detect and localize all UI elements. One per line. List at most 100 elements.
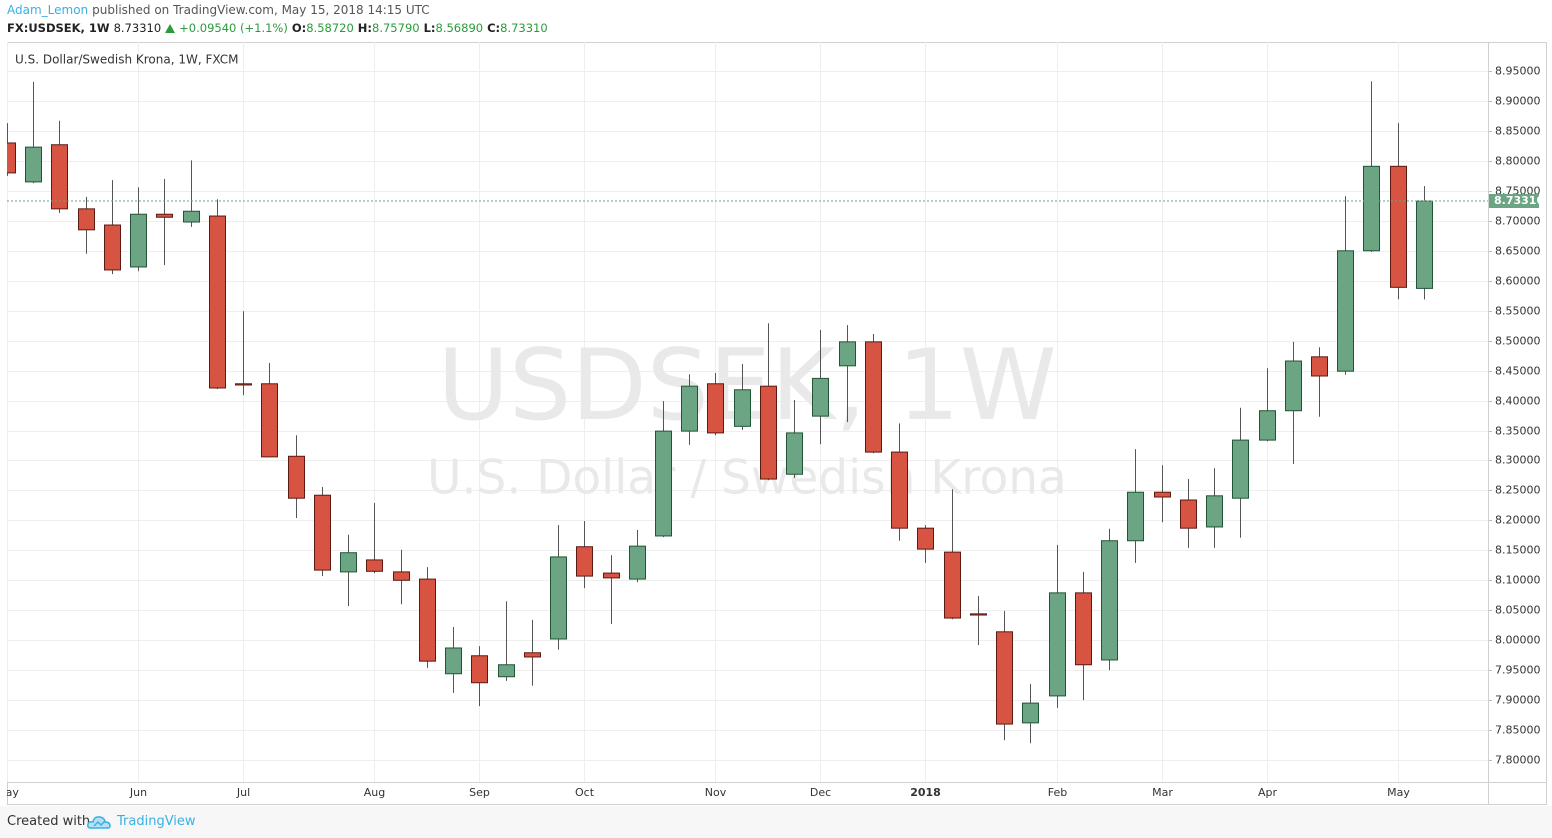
- candle-body: [550, 556, 567, 640]
- y-tick-label: 8.80000: [1495, 155, 1541, 168]
- y-tick-label: 7.85000: [1495, 724, 1541, 737]
- publish-line: Adam_Lemon published on TradingView.com,…: [7, 3, 430, 17]
- candle-body: [78, 208, 95, 231]
- candle-body: [839, 341, 856, 367]
- candle-body: [419, 578, 436, 662]
- y-tick-label: 8.55000: [1495, 305, 1541, 318]
- candle-body: [235, 383, 252, 386]
- candle-body: [603, 572, 620, 579]
- y-tick-label: 8.15000: [1495, 544, 1541, 557]
- ohlc-value: 8.75790: [372, 21, 420, 35]
- ohlc-value: 8.58720: [306, 21, 354, 35]
- created-with: Created with: [7, 814, 91, 829]
- candle-body: [970, 613, 987, 616]
- footer: Created with TradingView: [0, 806, 1552, 838]
- author[interactable]: Adam_Lemon: [7, 3, 89, 17]
- candle-body: [1390, 165, 1407, 288]
- candle-body: [445, 647, 462, 675]
- ohlc-label: O:: [291, 21, 307, 35]
- candle-body: [629, 545, 646, 580]
- x-tick-label: Apr: [1258, 786, 1278, 799]
- candle-body: [681, 385, 698, 432]
- x-tick-label: Dec: [810, 786, 831, 799]
- candle-body: [1075, 592, 1092, 666]
- change: +0.09540 (+1.1%): [179, 21, 288, 35]
- candle-body: [655, 430, 672, 537]
- candle-body: [996, 631, 1013, 725]
- candle-body: [1232, 439, 1249, 499]
- candle-body: [1127, 491, 1144, 542]
- candle-body: [786, 432, 803, 475]
- candle-body: [288, 455, 305, 499]
- candle-body: [314, 494, 331, 571]
- x-tick-label: Sep: [469, 786, 490, 799]
- y-tick-label: 8.95000: [1495, 65, 1541, 78]
- x-tick-label: Oct: [575, 786, 595, 799]
- x-tick-label: Nov: [705, 786, 727, 799]
- candle-body: [393, 571, 410, 581]
- candle-body: [51, 144, 68, 210]
- x-tick-label: May: [1387, 786, 1410, 799]
- x-tick-label: 2018: [910, 786, 941, 799]
- y-tick-label: 8.40000: [1495, 395, 1541, 408]
- ohlc-value: 8.56890: [435, 21, 484, 35]
- candle-body: [156, 213, 173, 218]
- x-tick-label: Mar: [1152, 786, 1173, 799]
- candles: [7, 81, 1488, 744]
- y-tick-label: 8.70000: [1495, 215, 1541, 228]
- y-tick-label: 8.60000: [1495, 275, 1541, 288]
- y-tick-label: 8.05000: [1495, 604, 1541, 617]
- x-tick-label: Aug: [364, 786, 385, 799]
- y-tick-label: 8.90000: [1495, 95, 1541, 108]
- ohlc-label: L:: [423, 21, 436, 35]
- y-tick-label: 8.50000: [1495, 335, 1541, 348]
- candle-body: [1180, 499, 1197, 529]
- y-tick-label: 8.20000: [1495, 514, 1541, 527]
- candle-body: [891, 451, 908, 529]
- candle-body: [498, 664, 515, 678]
- grid: [7, 42, 1488, 782]
- y-tick-label: 8.30000: [1495, 454, 1541, 467]
- candle-body: [760, 385, 777, 480]
- candle-body: [1285, 360, 1302, 412]
- x-axis: May Jun Jul Aug Sep Oct Nov Dec 2018 Feb Mar Apr May: [7, 786, 1410, 799]
- last-price: 8.73310: [113, 21, 162, 35]
- symbol: FX:USDSEK, 1W: [7, 21, 110, 35]
- last-price-box: [1489, 193, 1539, 208]
- y-tick-label: 8.85000: [1495, 125, 1541, 138]
- candle-body: [576, 546, 593, 577]
- x-tick-label: Jun: [129, 786, 147, 799]
- candle-body: [7, 142, 16, 174]
- y-tick-label: 8.00000: [1495, 634, 1541, 647]
- y-tick-label: 7.95000: [1495, 664, 1541, 677]
- candle-body: [1022, 702, 1039, 724]
- last-price-label: 8.73310: [1494, 194, 1544, 207]
- y-tick-label: 8.35000: [1495, 425, 1541, 438]
- brand[interactable]: TradingView: [117, 814, 196, 829]
- candle-body: [1049, 592, 1066, 697]
- logo: [87, 816, 111, 829]
- candle-body: [1101, 540, 1118, 661]
- y-tick-label: 7.90000: [1495, 694, 1541, 707]
- candle-body: [340, 552, 357, 573]
- ohlc-value: 8.73310: [500, 21, 548, 35]
- candle-body: [1337, 250, 1354, 372]
- watermark-name: U.S. Dollar / Swedish Krona: [427, 451, 1067, 506]
- y-tick-label: 8.10000: [1495, 574, 1541, 587]
- symbol-line: FX:USDSEK, 1W 8.73310 +0.09540 (+1.1%) O…: [7, 21, 548, 35]
- candle-body: [471, 655, 488, 684]
- candle-body: [1311, 356, 1328, 377]
- candle-body: [1259, 410, 1276, 441]
- candle-body: [707, 383, 724, 434]
- candle-body: [183, 210, 200, 223]
- candle-body: [130, 213, 147, 268]
- ohlc-label: C:: [487, 21, 501, 35]
- published: published on TradingView.com, May 15, 20…: [92, 3, 430, 17]
- ohlc-label: H:: [357, 21, 373, 35]
- candle-body: [1416, 200, 1433, 289]
- candle-body: [1363, 165, 1380, 252]
- candle-body: [25, 146, 42, 183]
- candle-body: [261, 383, 278, 458]
- ohlc: O: 8.58720 H: 8.75790 L: 8.56890 C: 8.73310: [292, 21, 548, 35]
